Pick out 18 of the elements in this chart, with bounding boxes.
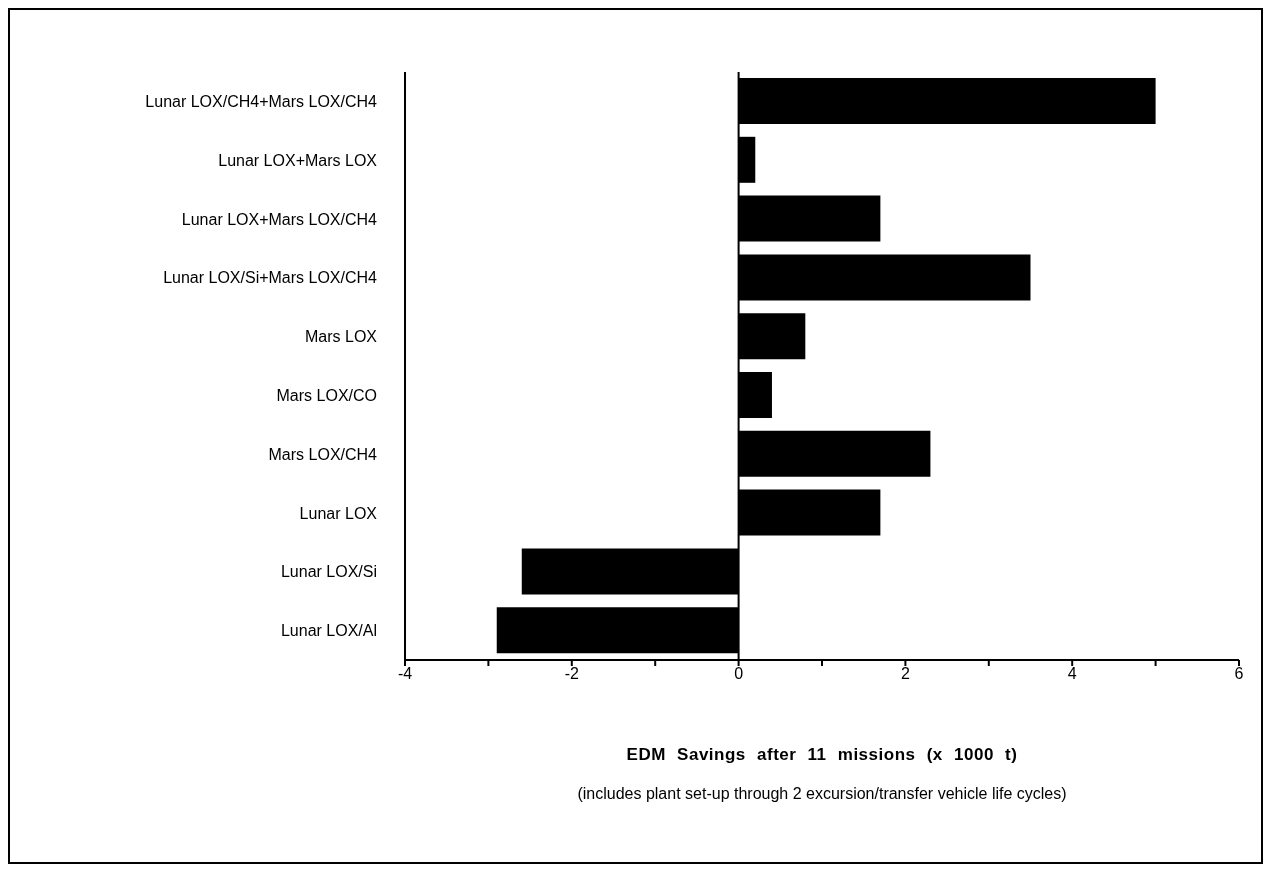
y-tick-label: Lunar LOX/Si+Mars LOX/CH4 xyxy=(163,269,378,287)
y-tick-label: Lunar LOX/CH4+Mars LOX/CH4 xyxy=(145,93,378,111)
x-tick-label: 4 xyxy=(1067,665,1077,683)
x-tick-label: -2 xyxy=(564,665,580,683)
y-tick-label: Lunar LOX/Al xyxy=(280,622,377,640)
x-tick-label: -4 xyxy=(397,665,413,683)
y-tick-label: Lunar LOX+Mars LOX/CH4 xyxy=(181,210,378,228)
y-tick-label: Mars LOX/CH4 xyxy=(268,445,378,463)
y-tick-label: Lunar LOX/Si xyxy=(280,563,377,581)
y-tick-label: Lunar LOX xyxy=(299,504,378,522)
x-tick-label: 0 xyxy=(734,665,744,683)
x-tick-label: 6 xyxy=(1234,665,1244,683)
y-tick-label: Mars LOX/CO xyxy=(276,387,377,405)
y-tick-label: Mars LOX xyxy=(304,328,378,346)
y-tick-label: Lunar LOX+Mars LOX xyxy=(218,151,378,169)
x-axis-title: EDM Savings after 11 missions (x 1000 t) xyxy=(625,745,1019,765)
x-tick-label: 2 xyxy=(900,665,910,683)
text: (includes plant set-up through 2 excursion/transfer vehicle life cycles) xyxy=(576,785,1068,803)
